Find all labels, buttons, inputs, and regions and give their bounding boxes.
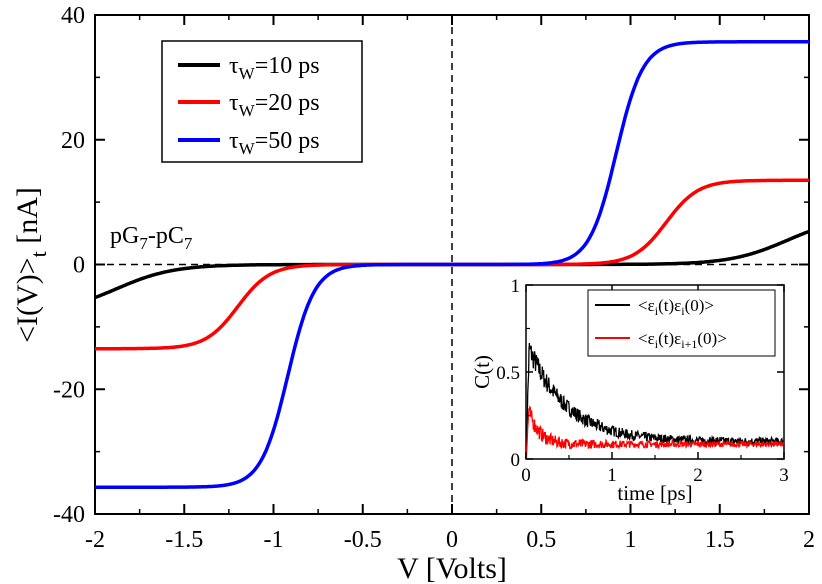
inset-x-axis-title: time [ps] [617,481,692,505]
inset-series-crosscorr [525,405,785,460]
y-tick-label: -40 [53,502,85,528]
molecule-annotation: pG7-pC7 [110,223,193,253]
main-x-tick-labels: -2 -1.5 -1 -0.5 0 0.5 1 1.5 2 [85,527,815,553]
inset-x-tick-label: 2 [693,465,703,486]
series-line-50ps [95,40,809,489]
x-tick-label: 0.5 [526,527,556,553]
inset-y-tick-label: 0 [511,450,521,471]
legend-label-10ps: τW=10 ps [229,53,320,83]
main-y-tick-labels: -40 -20 0 20 40 [53,3,85,528]
inset-legend-label-crosscorr: <εi(t)εi+1(0)> [638,329,727,351]
y-tick-label: 40 [61,3,85,29]
inset-legend-label-autocorr: <εi(t)εi(0)> [638,296,714,318]
inset-legend-box [587,289,776,357]
x-tick-label: 0 [446,527,458,553]
inset-series-group [525,343,785,460]
inset-axis-ticks [525,284,785,460]
x-tick-label: 1 [625,527,637,553]
inset-y-axis-title: C(t) [470,355,494,389]
x-tick-label: 2 [803,527,815,553]
x-tick-label: -2 [85,527,105,553]
main-legend: τW=10 ps τW=20 ps τW=50 ps [161,40,363,163]
inset-y-tick-labels: 00.51 [496,276,520,471]
legend-label-50ps: τW=50 ps [229,128,320,158]
inset-y-tick-label: 1 [511,276,521,297]
x-tick-label: 1.5 [705,527,735,553]
x-tick-label: -1 [264,527,284,553]
y-axis-title: <I(V)>t [nA] [11,187,51,343]
inset-legend: <εi(t)εi(0)> <εi(t)εi+1(0)> [587,289,776,357]
x-axis-title: V [Volts] [397,552,507,584]
x-tick-label: -1.5 [165,527,203,553]
inset-y-tick-label: 0.5 [496,363,520,384]
inset-x-tick-label: 3 [779,465,789,486]
y-tick-label: 20 [61,128,85,154]
main-axis-ticks [94,14,810,515]
legend-label-20ps: τW=20 ps [229,90,320,120]
inset-x-tick-label: 0 [521,465,531,486]
inset-x-tick-labels: 0 1 2 3 [521,465,789,486]
y-tick-label: 0 [73,253,85,279]
y-tick-label: -20 [53,377,85,403]
inset-x-tick-label: 1 [607,465,617,486]
x-tick-label: -0.5 [344,527,382,553]
main-series-group [94,40,810,489]
